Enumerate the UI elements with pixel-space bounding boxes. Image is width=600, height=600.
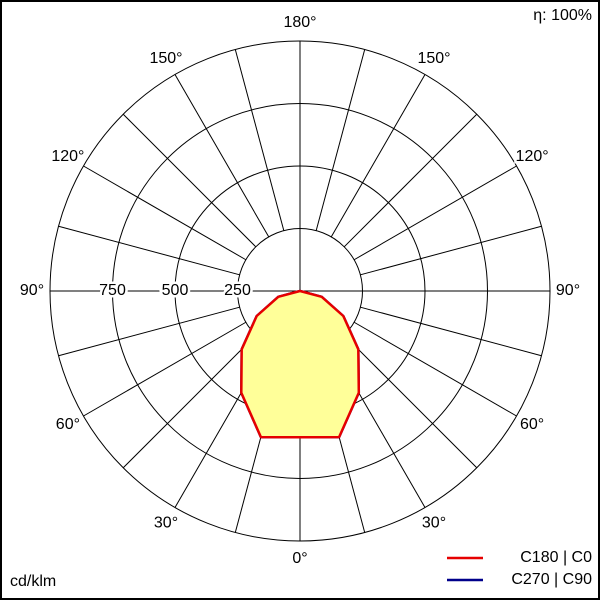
angle-label: 0°	[292, 550, 307, 567]
angle-label: 150°	[417, 50, 450, 67]
labels: C180 | C0 C270 | C90 250 500 750 0° 30° 30° 60° 6…	[17, 12, 592, 589]
spoke	[122, 113, 257, 248]
legend-label: C180 | C0	[520, 549, 592, 566]
spoke	[360, 225, 542, 276]
spoke	[353, 165, 517, 261]
spoke	[343, 334, 478, 469]
curve	[240, 289, 361, 439]
spoke	[58, 306, 240, 357]
angle-label: 180°	[283, 14, 316, 31]
angle-label: 120°	[516, 148, 549, 165]
spoke	[330, 74, 426, 238]
spoke	[360, 306, 542, 357]
angle-label: 60°	[520, 416, 544, 433]
plot	[240, 289, 361, 439]
spoke	[234, 49, 285, 231]
spoke	[83, 321, 247, 417]
angle-label: 90°	[556, 282, 580, 299]
legend-label: C270 | C90	[511, 571, 592, 588]
grid	[49, 40, 551, 542]
angle-label: 90°	[20, 282, 44, 299]
angle-label: 150°	[149, 50, 182, 67]
r-tick-label: 500	[162, 282, 189, 299]
spoke	[122, 334, 257, 469]
spoke	[343, 113, 478, 248]
efficiency: η: 100%	[533, 7, 592, 24]
r-tick-label: 750	[99, 282, 126, 299]
spoke	[83, 165, 247, 261]
angle-label: 120°	[51, 148, 84, 165]
spoke	[58, 225, 240, 276]
spoke	[353, 321, 517, 417]
angle-label: 60°	[56, 416, 80, 433]
angle-label: 30°	[154, 514, 178, 531]
unit-label: cd/klm	[10, 573, 56, 590]
angle-label: 30°	[422, 514, 446, 531]
spoke	[315, 49, 366, 231]
spoke	[174, 74, 270, 238]
r-tick-label: 250	[224, 282, 251, 299]
